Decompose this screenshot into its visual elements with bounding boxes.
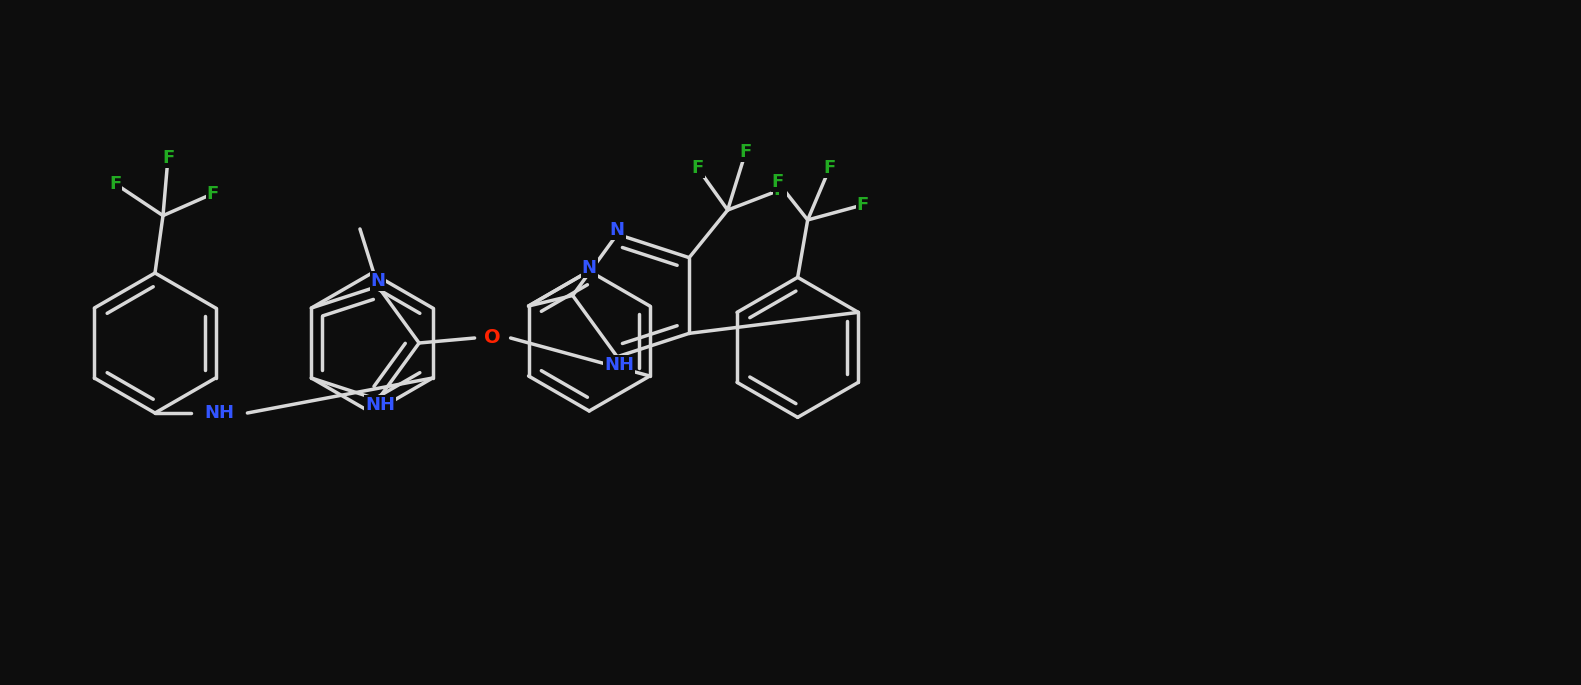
Text: F: F (773, 181, 786, 199)
Text: N: N (370, 273, 386, 290)
Text: N: N (610, 221, 624, 239)
Text: NH: NH (204, 404, 234, 422)
Text: F: F (691, 159, 704, 177)
Text: F: F (772, 173, 784, 191)
Text: F: F (740, 143, 753, 161)
Text: F: F (161, 149, 174, 166)
Text: NH: NH (365, 396, 395, 414)
Text: O: O (484, 329, 501, 347)
Text: N: N (582, 259, 596, 277)
Text: F: F (824, 159, 836, 177)
Text: NH: NH (604, 356, 634, 374)
Text: F: F (207, 184, 220, 203)
Text: F: F (857, 196, 870, 214)
Text: F: F (109, 175, 122, 192)
